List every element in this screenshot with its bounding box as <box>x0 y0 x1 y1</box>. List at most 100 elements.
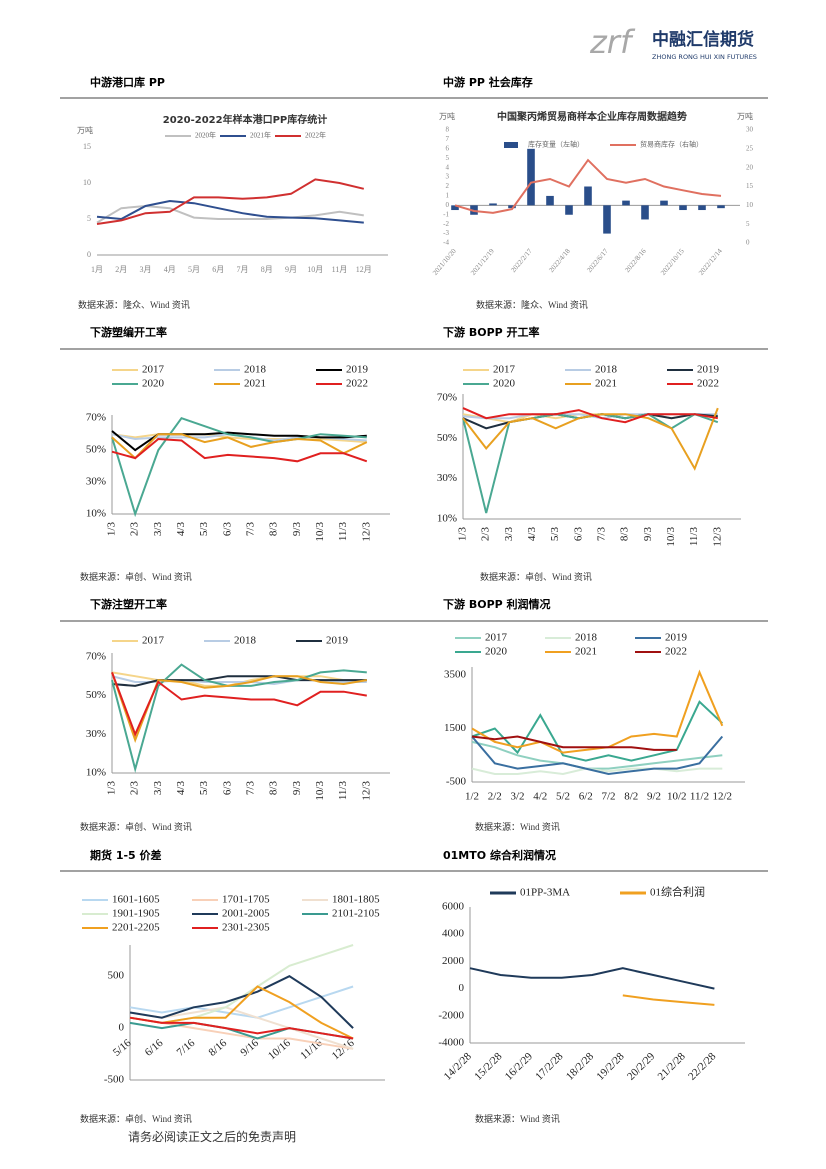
yticks-label: 50% <box>86 689 106 701</box>
bar <box>546 195 554 206</box>
x-tick-label: 2/3 <box>129 522 141 537</box>
source-note: 数据来源：Wind 资讯 <box>475 1113 560 1124</box>
series-line <box>129 975 354 1029</box>
yticks-label: 10% <box>86 767 106 779</box>
panel-title: 01MTO 综合利润情况 <box>443 848 556 862</box>
x-tick-label: 20/2/29 <box>625 1050 658 1083</box>
bar <box>584 186 592 206</box>
x-tick-label: 2021/10/20 <box>431 247 458 277</box>
source-note: 数据来源：卓创、Wind 资讯 <box>80 571 192 582</box>
legend-label: 2019 <box>697 364 720 376</box>
x-tick-label: 12/3 <box>360 781 372 801</box>
yticks-label: 0 <box>119 1022 125 1034</box>
x-tick-label: 4/3 <box>526 527 538 542</box>
legend-label: 1801-1805 <box>332 894 380 906</box>
legend-label: 2017 <box>142 364 165 376</box>
series-line <box>111 433 368 460</box>
panel-title: 中游港口库 PP <box>90 75 165 89</box>
yticks-label: 70% <box>86 650 106 662</box>
x-tick-label: 4/3 <box>175 522 187 537</box>
footer: 请务必阅读正文之后的免责声明 <box>128 1129 296 1144</box>
x-tick-label: 8/3 <box>268 522 280 537</box>
legend-label: 贸易商库存（右轴） <box>640 140 703 149</box>
legend-label: 1601-1605 <box>112 894 160 906</box>
bar <box>679 205 687 211</box>
x-tick-label: 5/2 <box>556 791 570 803</box>
x-tick-label: 2022/4/18 <box>547 247 572 274</box>
chart-title: 2020-2022年样本港口PP库存统计 <box>163 113 327 126</box>
chart-title: 中国聚丙烯贸易商样本企业库存周数据趋势 <box>497 110 687 123</box>
x-tick-label: 7/16 <box>175 1037 198 1059</box>
panel-title: 下游注塑开工率 <box>90 597 167 611</box>
x-tick-label: 4/2 <box>533 791 547 803</box>
x-tick-label: 12/3 <box>360 522 372 542</box>
legend-label: 2021 <box>575 646 597 658</box>
yticks-label: -2 <box>443 220 449 228</box>
x-tick-label: 5/3 <box>549 527 561 542</box>
x-tick-label: 6/16 <box>143 1037 166 1059</box>
x-tick-label: 9/16 <box>238 1037 261 1059</box>
series-line <box>471 735 677 751</box>
yticks-label: -3 <box>443 229 449 237</box>
x-tick-label: 1/2 <box>465 791 479 803</box>
source-note: 数据来源：卓创、Wind 资讯 <box>80 821 192 832</box>
x-tick-label: 7月 <box>237 265 249 274</box>
x-tick-label: 9月 <box>285 265 297 274</box>
x-tick-label: 12/2 <box>712 791 732 803</box>
yticks-label: 70% <box>437 392 457 404</box>
x-tick-label: 6/3 <box>572 527 584 542</box>
x-tick-label: 4/3 <box>175 781 187 796</box>
yticks-label: -500 <box>104 1074 125 1086</box>
x-tick-label: 8/3 <box>268 781 280 796</box>
x-tick-label: 11/3 <box>688 527 700 547</box>
x-tick-label: 3/3 <box>503 527 515 542</box>
series-line <box>469 967 715 990</box>
yticks-label: -500 <box>446 776 467 788</box>
series-line <box>111 663 367 773</box>
yticks-label: 5 <box>446 154 450 162</box>
x-tick-label: 3/3 <box>152 781 164 796</box>
yticks-label: 2000 <box>442 955 465 967</box>
legend-label: 2022 <box>346 378 368 390</box>
source-note: 数据来源：隆众、Wind 资讯 <box>78 299 190 310</box>
x-tick-label: 1/3 <box>106 781 118 796</box>
yticks-label: 50% <box>437 432 457 444</box>
x-tick-label: 8/2 <box>624 791 638 803</box>
series-line <box>129 1016 354 1040</box>
x-tick-label: 7/3 <box>245 781 257 796</box>
yticks-label: 15 <box>83 142 91 151</box>
yticks-label: 5 <box>87 214 91 223</box>
legend-label: 库存变量（左轴） <box>528 140 584 149</box>
x-tick-label: 10/3 <box>314 781 326 801</box>
yticks-label: 10% <box>86 508 106 520</box>
y2ticks-label: 0 <box>746 239 750 247</box>
x-tick-label: 2月 <box>115 265 127 274</box>
series-line <box>96 204 364 224</box>
yticks-label: 500 <box>108 970 125 982</box>
series-line <box>111 675 367 687</box>
x-tick-label: 10/2 <box>667 791 687 803</box>
legend-label: 2018 <box>244 364 267 376</box>
source-note: 数据来源：卓创、Wind 资讯 <box>480 571 592 582</box>
x-tick-label: 18/2/28 <box>564 1050 597 1083</box>
x-tick-label: 2021/12/19 <box>469 247 496 277</box>
source-note: 数据来源：Wind 资讯 <box>475 821 560 832</box>
x-tick-label: 7/2 <box>601 791 615 803</box>
bar <box>622 200 630 206</box>
bar <box>489 203 497 206</box>
x-tick-label: 2/2 <box>488 791 502 803</box>
logo-mark: zrf <box>589 23 636 61</box>
yticks-label: 3500 <box>444 669 467 681</box>
y-axis-label: 万吨 <box>439 111 455 121</box>
x-tick-label: 7/3 <box>596 527 608 542</box>
legend-label: 2022 <box>665 646 687 658</box>
legend-label: 01PP-3MA <box>520 887 570 899</box>
y2ticks-label: 30 <box>746 126 754 134</box>
x-tick-label: 2022/2/17 <box>509 247 534 274</box>
yticks-label: 4 <box>446 163 450 171</box>
x-tick-label: 10/3 <box>665 527 677 547</box>
yticks-label: 3 <box>446 173 450 181</box>
series-line <box>471 669 724 754</box>
y2ticks-label: 5 <box>746 220 750 228</box>
